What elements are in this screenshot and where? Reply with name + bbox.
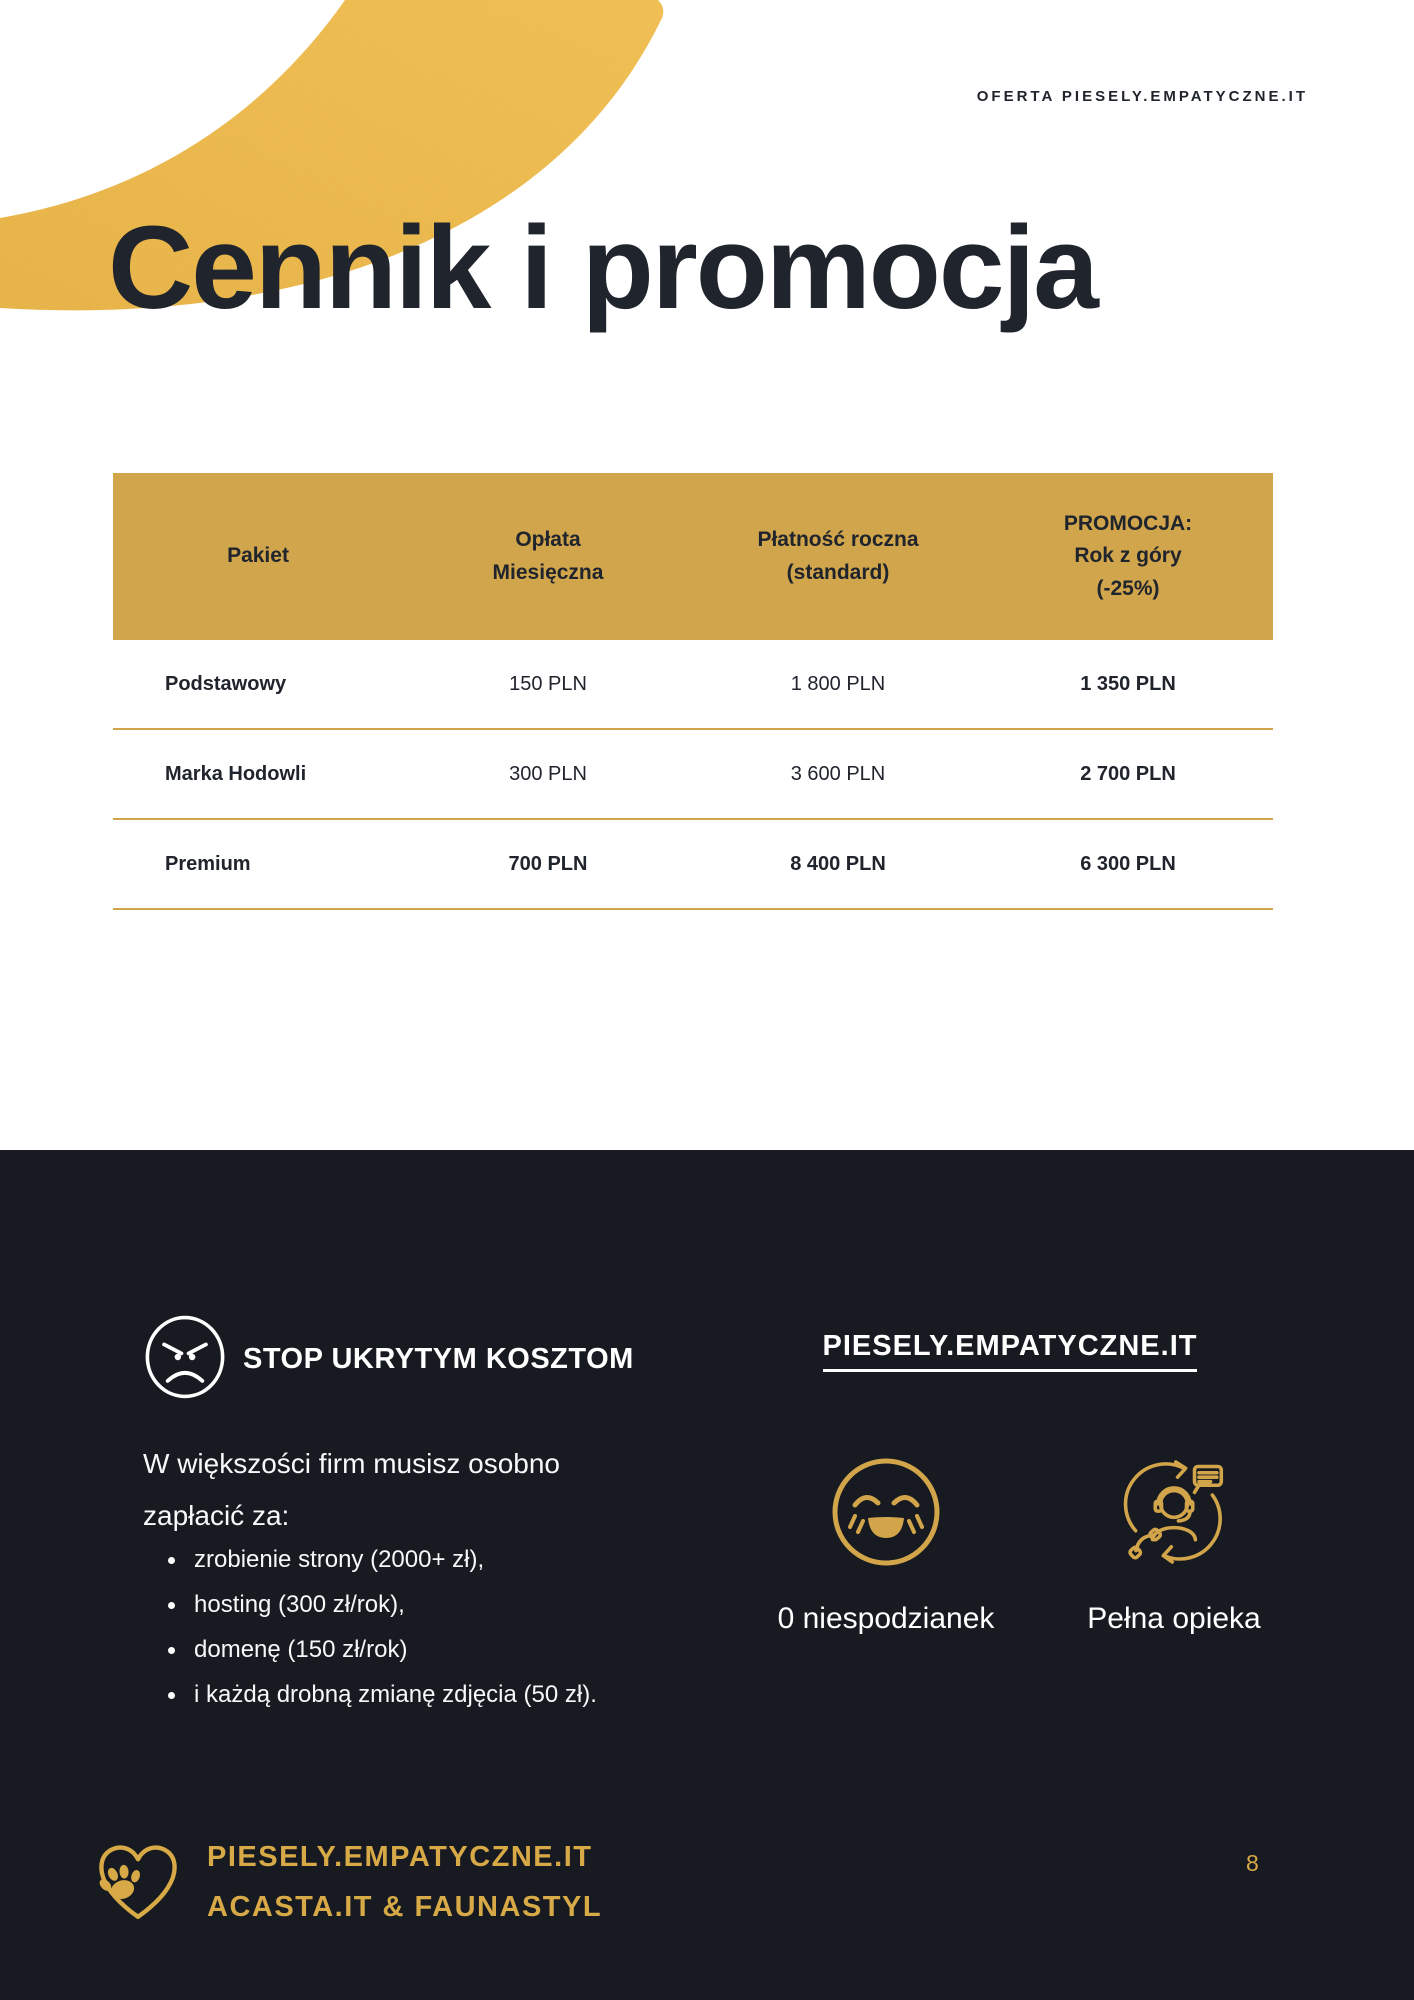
angry-face-icon bbox=[145, 1315, 225, 1399]
cell-monthly-price: 150 PLN bbox=[509, 672, 587, 695]
relieved-face-icon bbox=[832, 1458, 940, 1566]
footer-brand: PIESELY.EMPATYCZNE.IT ACASTA.IT & FAUNAS… bbox=[207, 1832, 602, 1932]
cell-package-name: Marka Hodowli bbox=[165, 762, 307, 785]
table-row: Premium 700 PLN 8 400 PLN 6 300 PLN bbox=[113, 820, 1273, 910]
table-row: Marka Hodowli 300 PLN 3 600 PLN 2 700 PL… bbox=[113, 730, 1273, 820]
list-item-text: domenę (150 zł/rok) bbox=[194, 1636, 408, 1663]
cell-promo-price: 1 350 PLN bbox=[1080, 672, 1176, 695]
pricing-table: Pakiet Opłata Miesięczna Płatność roczna… bbox=[113, 473, 1273, 910]
feature-no-surprises: 0 niespodzianek bbox=[746, 1454, 1026, 1636]
cell-promo-price: 6 300 PLN bbox=[1080, 852, 1176, 875]
cell-package-name: Premium bbox=[165, 852, 251, 875]
bullet-icon bbox=[168, 1691, 175, 1699]
cell-yearly-price: 3 600 PLN bbox=[790, 762, 886, 785]
cell-monthly-price: 300 PLN bbox=[509, 762, 587, 785]
table-row: Podstawowy 150 PLN 1 800 PLN 1 350 PLN bbox=[113, 640, 1273, 730]
list-item: domenę (150 zł/rok) bbox=[168, 1636, 597, 1664]
cell-yearly-price: 8 400 PLN bbox=[790, 852, 886, 875]
site-link[interactable]: PIESELY.EMPATYCZNE.IT bbox=[822, 1330, 1198, 1372]
footer-brand-line1: PIESELY.EMPATYCZNE.IT bbox=[207, 1841, 593, 1873]
heart-paw-icon bbox=[99, 1845, 177, 1920]
dark-info-section: STOP UKRYTYM KOSZTOM PIESELY.EMPATYCZNE.… bbox=[0, 1150, 1414, 2000]
bullet-icon bbox=[168, 1556, 175, 1564]
cell-promo-price: 2 700 PLN bbox=[1080, 762, 1176, 785]
page-title: Cennik i promocja bbox=[108, 202, 1099, 334]
intro-paragraph: W większości firm musisz osobno zapłacić… bbox=[143, 1448, 560, 1531]
footer-brand-line2: ACASTA.IT & FAUNASTYL bbox=[207, 1891, 603, 1923]
list-item-text: hosting (300 zł/rok), bbox=[194, 1591, 405, 1618]
list-item: hosting (300 zł/rok), bbox=[168, 1591, 597, 1619]
list-item-text: zrobienie strony (2000+ zł), bbox=[194, 1546, 485, 1573]
gold-swoosh-decoration bbox=[0, 0, 664, 311]
support-agent-icon bbox=[1123, 1460, 1224, 1564]
cell-monthly-price: 700 PLN bbox=[508, 852, 588, 875]
list-item: zrobienie strony (2000+ zł), bbox=[168, 1546, 597, 1574]
column-header-yearly: Płatność roczna (standard) bbox=[757, 527, 919, 584]
feature-full-care: Pełna opieka bbox=[1034, 1454, 1314, 1636]
page-number: 8 bbox=[1246, 1850, 1259, 1876]
document-header-label: OFERTA PIESELY.EMPATYCZNE.IT bbox=[976, 88, 1308, 105]
cell-yearly-price: 1 800 PLN bbox=[790, 672, 886, 695]
column-header-promo: PROMOCJA: Rok z góry (-25%) bbox=[1063, 511, 1193, 600]
column-header-pakiet: Pakiet bbox=[227, 544, 289, 568]
site-link-container: PIESELY.EMPATYCZNE.IT bbox=[790, 1330, 1230, 1372]
feature-label: 0 niespodzianek bbox=[777, 1602, 995, 1635]
bullet-icon bbox=[168, 1601, 175, 1609]
list-item: i każdą drobną zmianę zdjęcia (50 zł). bbox=[168, 1681, 597, 1709]
bullet-icon bbox=[168, 1646, 175, 1654]
hidden-costs-list: zrobienie strony (2000+ zł), hosting (30… bbox=[168, 1546, 597, 1726]
list-item-text: i każdą drobną zmianę zdjęcia (50 zł). bbox=[194, 1681, 597, 1708]
cell-package-name: Podstawowy bbox=[165, 672, 287, 695]
stop-hidden-costs-heading: STOP UKRYTYM KOSZTOM bbox=[243, 1343, 634, 1375]
column-header-monthly: Opłata Miesięczna bbox=[492, 527, 604, 584]
pricing-table-header-row: Pakiet Opłata Miesięczna Płatność roczna… bbox=[113, 473, 1273, 640]
feature-label: Pełna opieka bbox=[1087, 1602, 1261, 1635]
